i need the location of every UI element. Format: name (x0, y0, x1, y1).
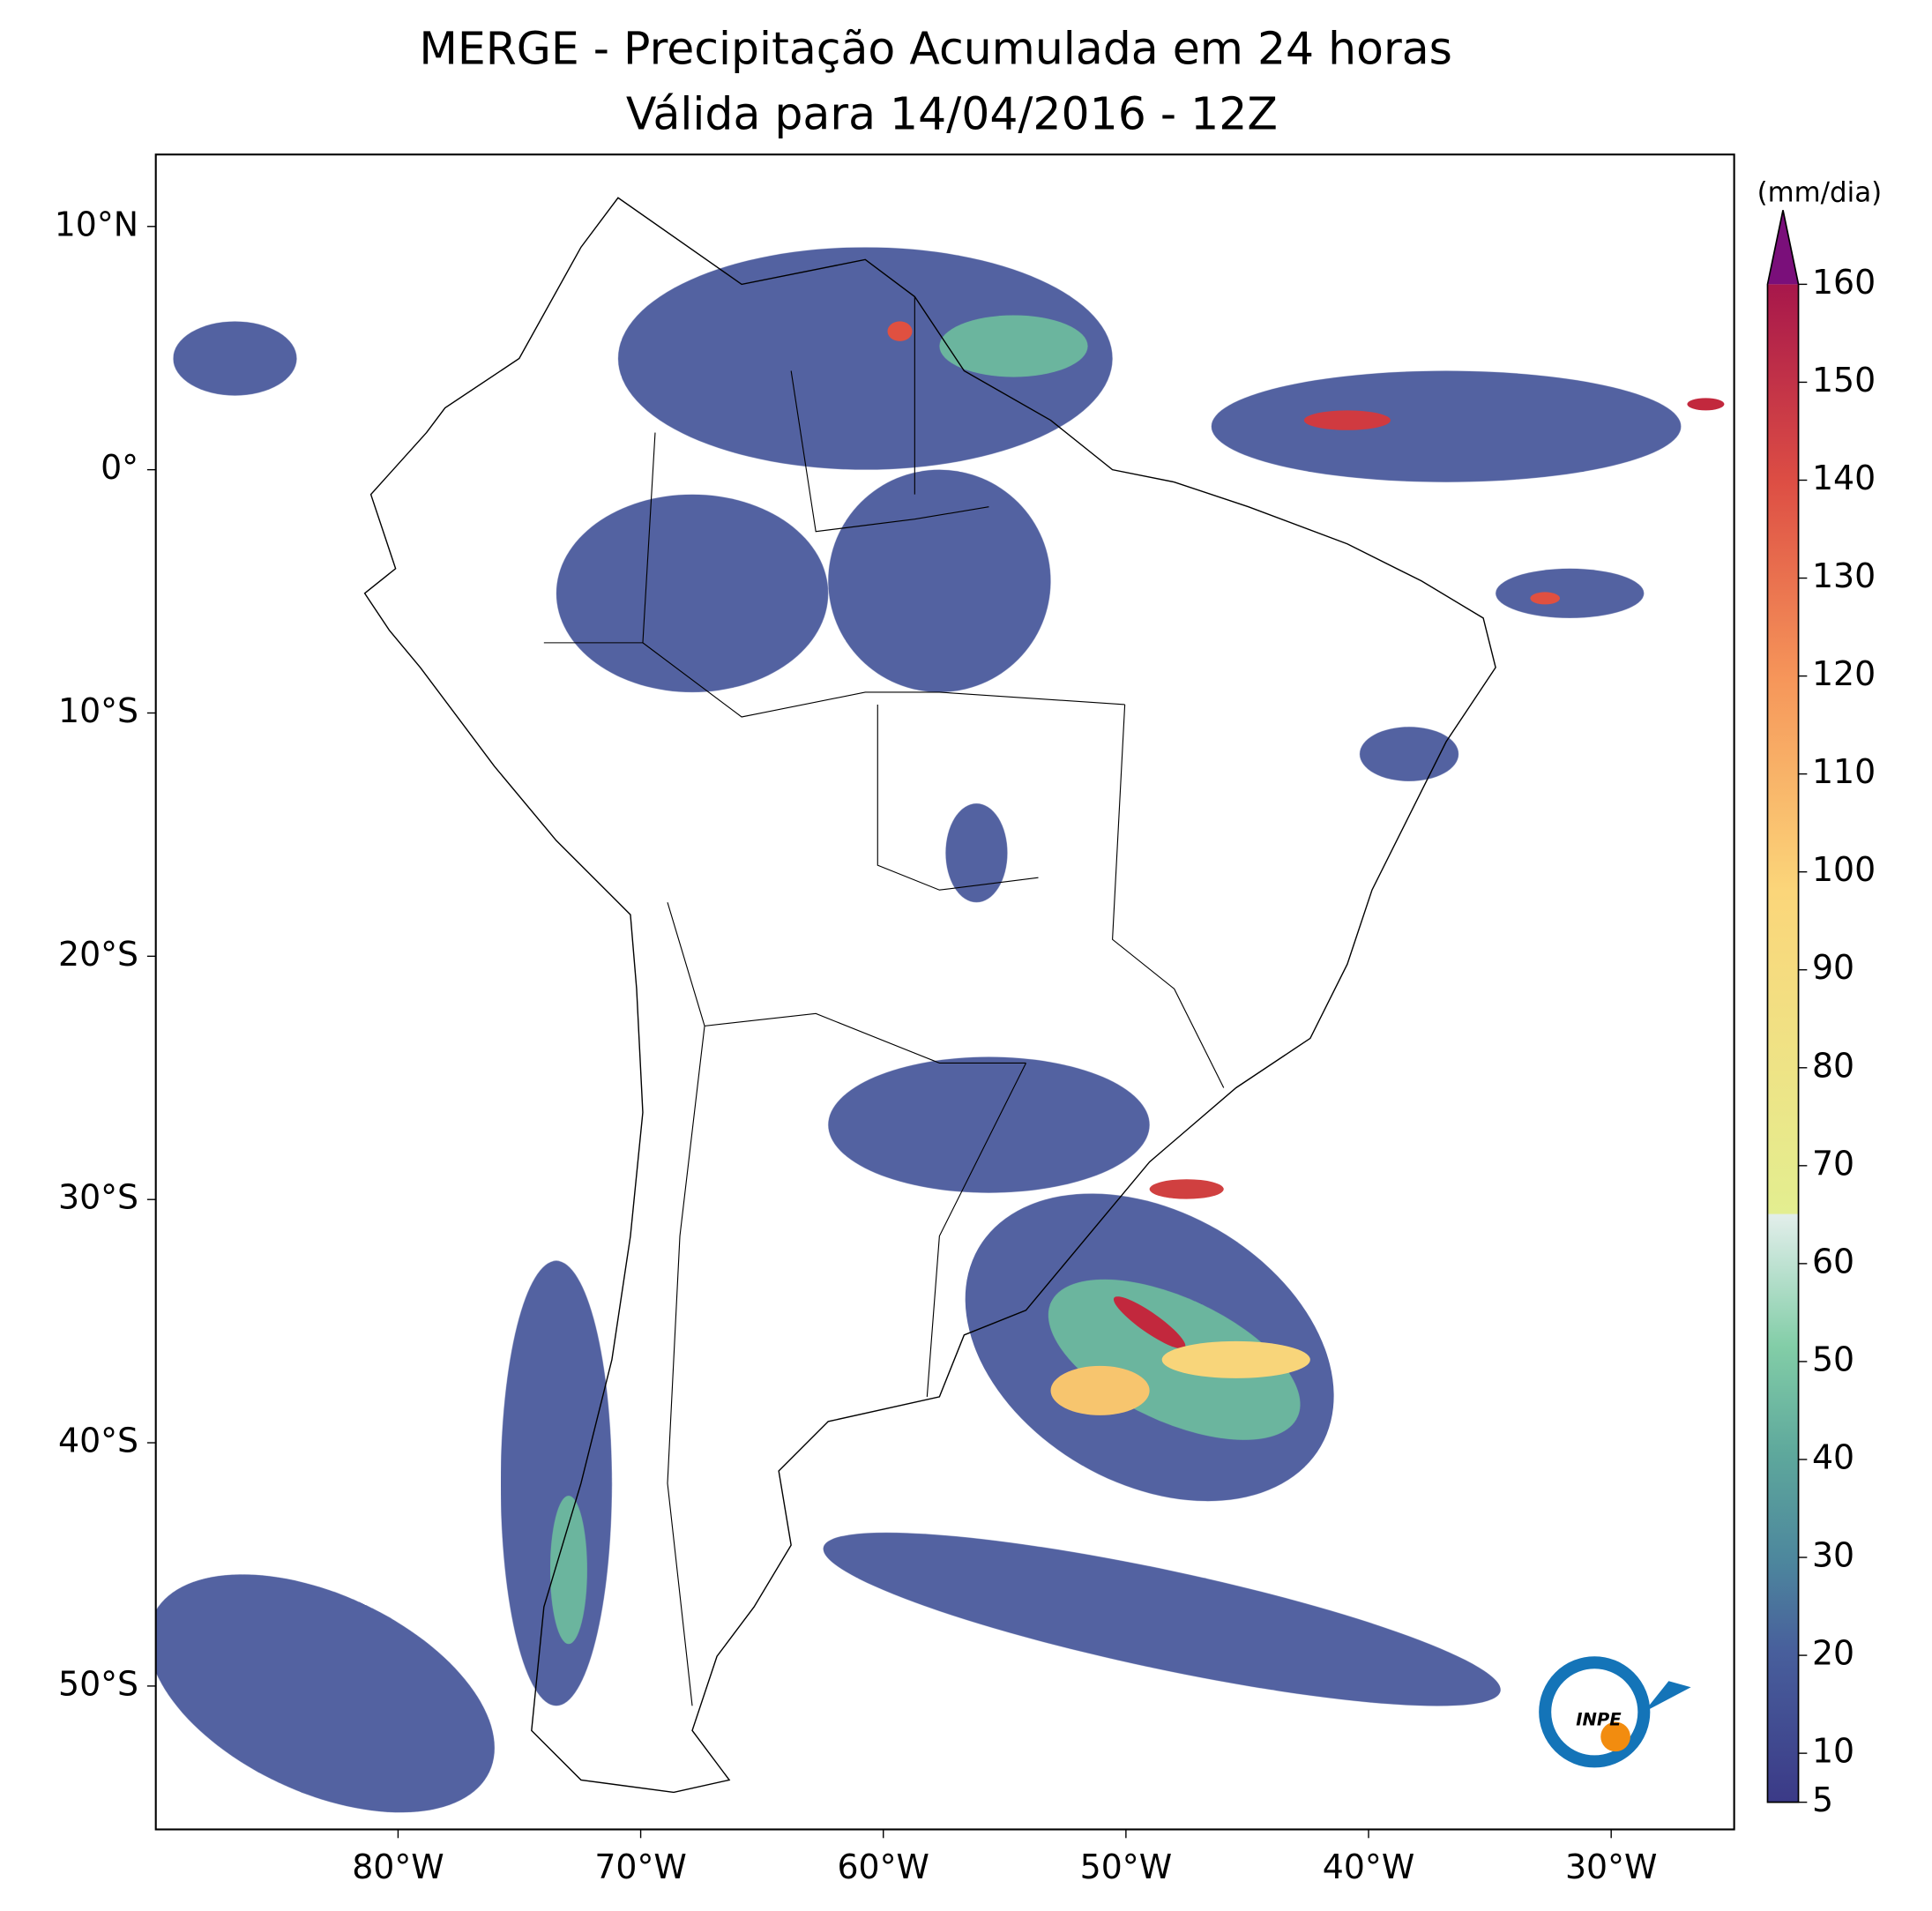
map-area: INPE (155, 197, 1725, 1813)
x-tick-label: 70°W (594, 1848, 686, 1886)
colorbar-tick-label: 80 (1812, 1046, 1854, 1085)
y-tick-label: 30°S (58, 1178, 138, 1217)
y-tick-label: 20°S (58, 935, 138, 974)
x-tick-label: 60°W (838, 1848, 929, 1886)
colorbar-label: (mm/dia) (1757, 177, 1883, 209)
colorbar-tick-label: 10 (1812, 1732, 1854, 1771)
colorbar-tick-label: 140 (1812, 459, 1876, 497)
precipitation (155, 247, 1682, 1813)
colorbar-tick-label: 50 (1812, 1340, 1854, 1378)
colorbar-tick-label: 130 (1812, 556, 1876, 595)
x-tick-label: 50°W (1080, 1848, 1172, 1886)
logo-text: INPE (1576, 1710, 1622, 1730)
colorbar-tick-label: 150 (1812, 361, 1876, 399)
colorbar-tick-label: 5 (1812, 1780, 1833, 1819)
colorbar-tick-label: 110 (1812, 752, 1876, 791)
coastline (363, 197, 1496, 1794)
colorbar-tick-label: 40 (1812, 1437, 1854, 1476)
y-tick-label: 40°S (58, 1422, 138, 1460)
colorbar-frame (1766, 210, 1800, 1803)
y-tick-label: 0° (101, 448, 138, 487)
colorbar-tick-label: 60 (1812, 1242, 1854, 1280)
colorbar-tick-label: 90 (1812, 948, 1854, 987)
x-tick-label: 30°W (1565, 1848, 1657, 1886)
y-tick-label: 10°S (58, 691, 138, 730)
map-frame (154, 153, 1735, 1831)
x-tick-label: 80°W (352, 1848, 444, 1886)
colorbar-tick-label: 100 (1812, 850, 1876, 889)
title-line: MERGE - Precipitação Acumulada em 24 hor… (419, 22, 1452, 74)
y-tick-label: 10°N (55, 205, 138, 243)
precipitation-peak (887, 321, 1725, 1415)
colorbar-tick-label: 20 (1812, 1634, 1854, 1673)
title-line: Válida para 14/04/2016 - 12Z (626, 88, 1278, 140)
x-tick-label: 40°W (1323, 1848, 1414, 1886)
colorbar-tick-label: 160 (1812, 263, 1876, 302)
logo: INPE (1539, 1656, 1691, 1768)
y-tick-label: 50°S (58, 1664, 138, 1703)
colorbar-tick-label: 70 (1812, 1144, 1854, 1183)
colorbar (1767, 284, 1799, 1803)
borders (543, 296, 1225, 1706)
colorbar-tick-label: 30 (1812, 1536, 1854, 1575)
colorbar-tick-label: 120 (1812, 654, 1876, 693)
colorbar-extend (1767, 210, 1799, 285)
